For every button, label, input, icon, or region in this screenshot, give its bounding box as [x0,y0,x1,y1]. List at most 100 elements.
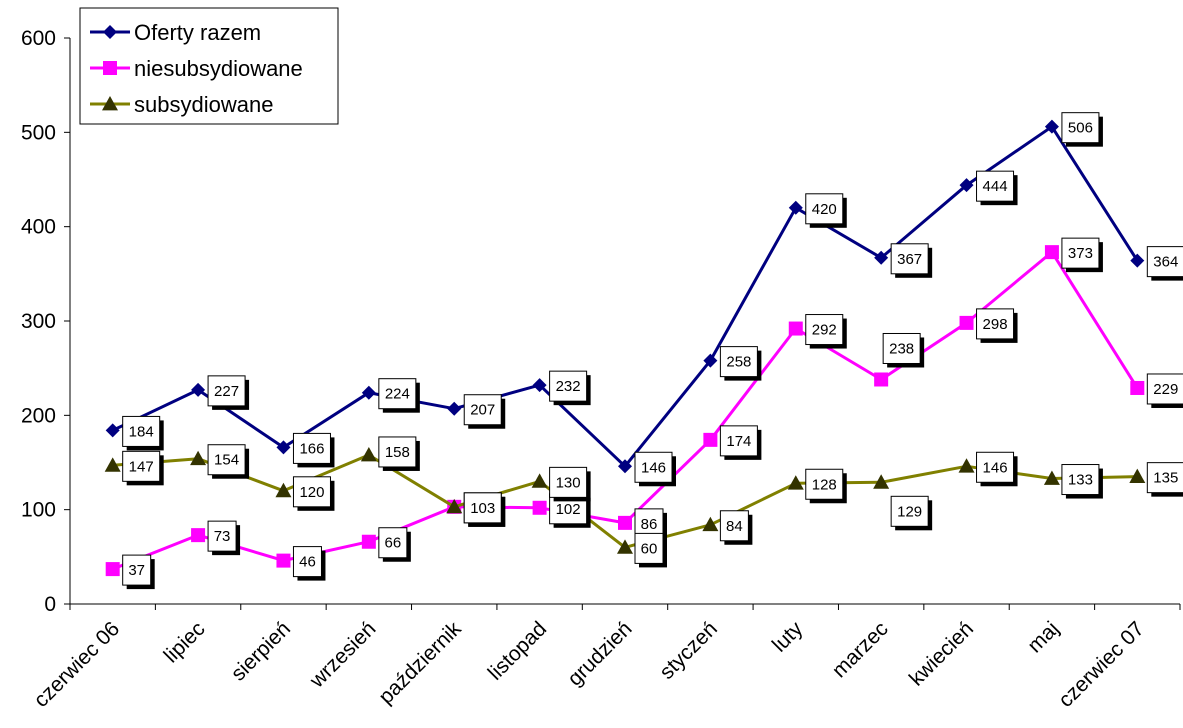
series-1-point [532,500,547,515]
series-1-point [788,321,803,336]
data-label: 174 [719,425,762,460]
data-label-text: 129 [897,503,922,520]
data-label: 227 [207,375,250,410]
data-label: 146 [634,451,676,487]
data-label: 37 [122,554,155,590]
series-0-point [959,178,974,193]
data-label-box [207,520,237,552]
series-2-point [958,458,975,473]
x-tick-label: lipiec [160,617,210,667]
series-0-point [618,459,632,474]
series-2-point [531,473,548,488]
series-0-point [447,401,462,416]
x-tick-label: czerwiec 06 [30,617,125,712]
series-1-point [959,315,974,330]
data-label-box [549,370,588,402]
data-label: 120 [292,476,335,511]
data-label: 229 [1146,373,1183,408]
data-label-text: 46 [299,554,316,571]
data-label-box [719,425,758,457]
series-lines [104,119,1146,577]
legend-swatch-marker [103,25,117,39]
data-label: 73 [207,520,241,556]
series-1-point [361,534,376,549]
data-label: 60 [634,532,667,568]
data-label-box [292,476,331,508]
data-label-text: 292 [812,322,837,339]
x-tick-label: listopad [484,617,551,684]
data-label-text: 66 [385,535,402,552]
data-label-box [719,510,749,542]
x-tick-label: styczeń [655,617,722,684]
data-label-text: 154 [214,452,239,469]
series-0-point [361,385,376,400]
data-label: 367 [890,243,933,278]
data-label-box [207,444,246,476]
data-label-text: 444 [983,178,1008,195]
data-label-box [805,468,844,500]
x-tick-label: grudzień [563,617,636,690]
data-label-text: 174 [726,433,751,450]
y-tick-label: 500 [21,121,56,144]
x-tick-label: październik [374,617,466,709]
data-label-box [292,432,331,464]
data-label: 364 [1146,246,1183,281]
series-0-point [532,378,547,393]
series-1-point [105,562,120,577]
data-label-text: 238 [889,340,914,357]
data-label: 154 [207,444,250,479]
data-label: 258 [719,346,762,381]
data-label: 158 [378,436,420,471]
data-label-box [976,170,1015,202]
data-label-box [1146,246,1183,278]
data-label-text: 37 [128,562,145,579]
data-label-text: 128 [812,476,837,493]
data-label: 184 [122,415,164,451]
y-tick-label: 400 [21,216,56,239]
data-label-text: 258 [726,354,751,371]
data-label-text: 367 [897,251,922,268]
data-label-box [292,546,322,578]
series-0-point [788,200,803,215]
x-tick-label: kwiecień [905,617,978,690]
data-label: 224 [378,378,420,413]
data-label-text: 364 [1153,254,1178,271]
legend-entry-1: niesubsydiowane [134,56,303,81]
legend: Oferty razem niesubsydiowane subsydiowane [79,7,339,125]
data-label-text: 158 [385,444,410,461]
data-label: 238 [882,332,925,368]
data-label: 103 [463,492,506,527]
data-label: 66 [378,527,411,562]
x-tick-label: wrzesień [305,617,381,693]
series-1-point [618,515,632,530]
y-tick-label: 200 [21,404,56,427]
data-label-text: 224 [385,386,410,403]
series-2-point [1129,468,1146,484]
data-label-box [207,375,246,407]
data-label-box [378,436,417,468]
data-label: 146 [976,451,1018,487]
legend-swatch-marker [102,96,118,111]
data-label-box [122,415,161,447]
series-2-point [104,457,121,472]
data-label: 420 [805,193,847,228]
data-label: 130 [549,466,591,502]
series-2-point [787,475,804,490]
data-label-box [1061,237,1100,269]
data-label-text: 133 [1068,472,1093,489]
data-label-text: 166 [299,440,324,457]
data-label-box [890,495,929,527]
data-label-text: 73 [214,528,231,545]
data-label-text: 227 [214,383,239,400]
series-1-point [1044,245,1059,260]
data-label: 207 [463,394,506,429]
data-label-box [549,466,588,498]
series-1-point [874,372,889,387]
x-tick-label: czerwiec 07 [1054,617,1149,712]
data-label-box [378,378,417,410]
data-label-box [1061,464,1100,496]
data-label-text: 130 [556,474,581,491]
series-0-point [105,423,120,438]
data-label-box [890,243,929,275]
